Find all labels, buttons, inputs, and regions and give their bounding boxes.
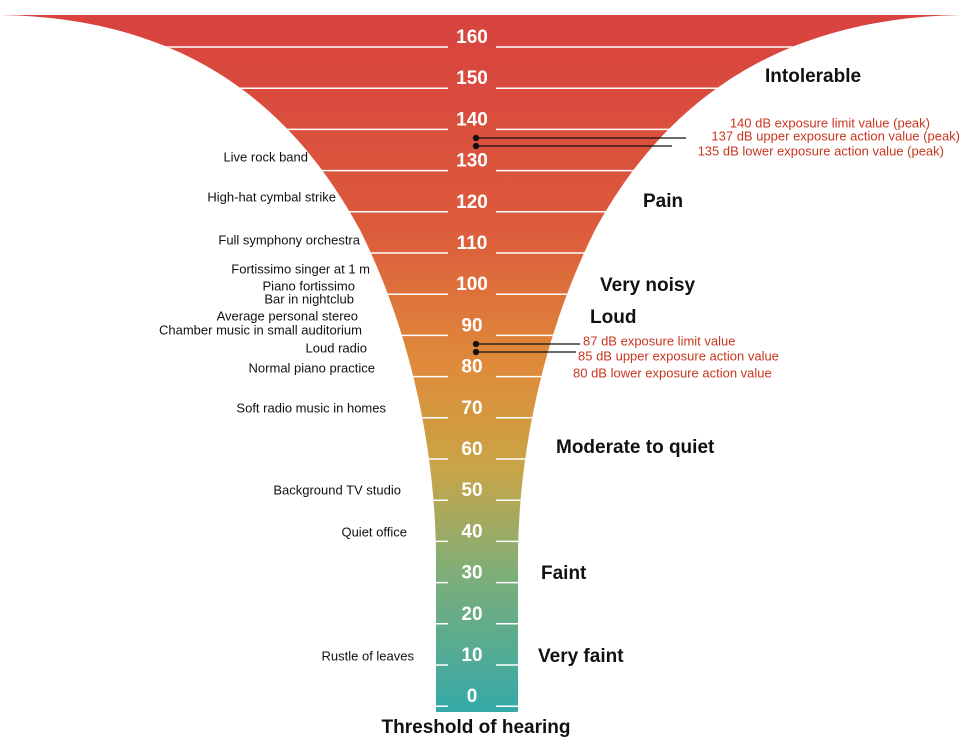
footer: Threshold of hearing: [382, 717, 571, 738]
scale-tick: 110: [457, 233, 488, 254]
scale-tick: 0: [467, 686, 478, 707]
sound-source: Full symphony orchestra: [218, 232, 360, 247]
scale-tick: 50: [461, 480, 482, 501]
exposure-value: 137 dB upper exposure action value (peak…: [711, 128, 960, 143]
sound-source: Quiet office: [341, 524, 407, 539]
exposure-value: 80 dB lower exposure action value: [573, 365, 772, 380]
level-label: Pain: [643, 191, 683, 212]
scale-tick: 40: [461, 521, 482, 542]
pointer-dot: [472, 142, 480, 150]
scale-tick: 60: [461, 439, 482, 460]
exposure-value: 87 dB exposure limit value: [583, 333, 735, 348]
pointer-dot: [472, 340, 480, 348]
scale-tick: 120: [456, 192, 488, 213]
sound-source: Bar in nightclub: [264, 291, 354, 306]
scale-tick: 10: [461, 645, 482, 666]
sound-source: Soft radio music in homes: [236, 400, 386, 415]
sound-source: Average personal stereo: [217, 308, 358, 323]
funnel: [0, 15, 962, 712]
pointer-dot: [472, 134, 480, 142]
sound-source: Fortissimo singer at 1 m: [231, 261, 370, 276]
level-label: Faint: [541, 563, 587, 584]
scale-tick: 140: [456, 109, 488, 130]
sound-source: Background TV studio: [273, 482, 401, 497]
level-label: Very faint: [538, 646, 624, 667]
scale-tick: 20: [461, 604, 482, 625]
sound-source: Piano fortissimo: [263, 278, 355, 293]
sound-source: Rustle of leaves: [322, 648, 415, 663]
scale-tick: 150: [456, 68, 488, 89]
level-label: Intolerable: [765, 66, 861, 87]
scale-tick: 130: [456, 151, 488, 172]
sound-source: Loud radio: [306, 340, 367, 355]
sound-source: Chamber music in small auditorium: [159, 322, 362, 337]
sound-source: Live rock band: [223, 149, 308, 164]
exposure-value: 140 dB exposure limit value (peak): [730, 115, 930, 130]
scale-tick: 70: [461, 398, 482, 419]
scale-tick: 160: [456, 27, 488, 48]
scale-tick: 80: [461, 357, 482, 378]
exposure-value: 135 dB lower exposure action value (peak…: [698, 143, 944, 158]
sound-source: High-hat cymbal strike: [207, 189, 336, 204]
sound-source: Normal piano practice: [249, 360, 375, 375]
scale-tick: 100: [456, 274, 488, 295]
scale-tick: 90: [461, 315, 482, 336]
exposure-value: 85 dB upper exposure action value: [578, 348, 779, 363]
level-label: Moderate to quiet: [556, 437, 715, 458]
pointer-dot: [472, 348, 480, 356]
level-label: Loud: [590, 307, 636, 328]
scale-tick: 30: [461, 563, 482, 584]
level-label: Very noisy: [600, 275, 695, 296]
